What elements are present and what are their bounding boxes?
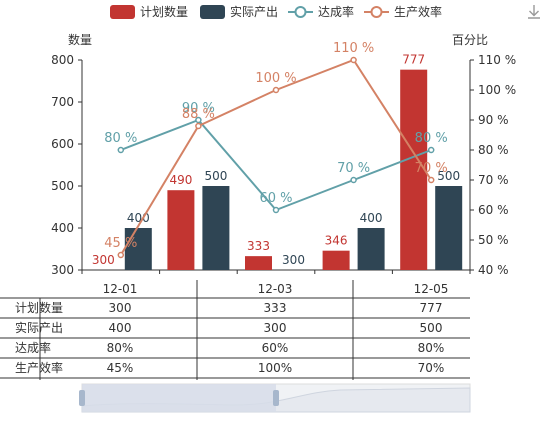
table-row-label-1: 实际产出 [15,320,63,335]
table-cell-1-2: 500 [420,321,443,335]
bar-actual-4[interactable] [435,186,463,270]
point-label-rate-0: 80 % [104,131,137,146]
table-row-label-0: 计划数量 [15,300,63,315]
point-eff-3[interactable] [350,56,357,64]
legend-label-1: 实际产出 [230,4,278,19]
legend-swatch-1[interactable] [200,5,225,19]
point-label-rate-4: 80 % [415,131,448,146]
point-rate-0[interactable] [117,146,125,154]
table-cell-3-2: 70% [418,361,445,375]
y-right-tick-label-4: 80 % [478,143,509,157]
zoom-selected-range[interactable] [82,384,276,412]
legend-label-3: 生产效率 [394,4,442,19]
bar-plan-3[interactable] [322,250,350,270]
point-rate-1[interactable] [195,116,202,124]
point-rate-2[interactable] [272,206,280,214]
bar-label-actual-1: 500 [204,169,227,183]
point-rate-4[interactable] [427,146,435,154]
table-cell-2-1: 60% [262,341,289,355]
table-cell-0-1: 333 [264,301,287,315]
point-label-eff-1: 88 % [182,107,215,122]
point-label-eff-4: 70 % [415,161,448,176]
table-row-label-3: 生产效率 [15,360,63,375]
point-rate-3[interactable] [350,176,357,184]
table-cell-2-2: 80% [418,341,445,355]
point-label-rate-3: 70 % [337,161,370,176]
bar-actual-1[interactable] [202,186,230,270]
bar-label-plan-4: 777 [402,53,425,67]
table-cell-1-1: 300 [264,321,287,335]
y-left-title: 数量 [68,32,92,47]
bar-plan-2[interactable] [245,256,272,270]
point-label-rate-1: 90 % [182,101,215,116]
download-icon[interactable] [528,5,540,19]
bar-actual-0[interactable] [124,228,152,270]
y-right-tick-label-3: 70 % [478,173,509,187]
y-right-tick-label-6: 100 % [478,83,516,97]
legend-marker-3[interactable] [370,6,383,18]
point-eff-4[interactable] [427,176,435,184]
table-cell-3-1: 100% [258,361,292,375]
table-row-label-2: 达成率 [15,340,51,355]
bar-label-plan-2: 333 [247,239,270,253]
y-right-tick-label-2: 60 % [478,203,509,217]
y-left-tick-label-2: 500 [51,179,74,193]
legend-marker-2[interactable] [294,6,307,18]
bar-plan-1[interactable] [167,190,195,270]
table-cell-0-0: 300 [109,301,132,315]
table-header-1: 12-03 [258,282,293,296]
y-right-tick-label-7: 110 % [478,53,516,67]
table-header-2: 12-05 [414,282,449,296]
table-cell-1-0: 400 [109,321,132,335]
point-label-rate-2: 60 % [259,191,292,206]
point-label-eff-2: 100 % [255,71,296,86]
y-left-tick-label-1: 400 [51,221,74,235]
point-label-eff-3: 110 % [333,41,374,56]
legend-label-2: 达成率 [318,4,354,19]
y-right-title: 百分比 [452,33,488,47]
y-left-tick-label-0: 300 [51,263,74,277]
bar-label-plan-0: 300 [92,253,115,267]
bar-label-actual-4: 500 [437,169,460,183]
legend-label-0: 计划数量 [140,4,188,19]
y-right-tick-label-5: 90 % [478,113,509,127]
y-left-tick-label-5: 800 [51,53,74,67]
point-eff-1[interactable] [195,122,202,130]
y-left-tick-label-3: 600 [51,137,74,151]
table-cell-2-0: 80% [107,341,134,355]
zoom-handle-start[interactable] [79,390,85,406]
table-cell-3-0: 45% [107,361,134,375]
table-cell-0-2: 777 [420,301,443,315]
bar-actual-3[interactable] [357,228,385,270]
bar-label-actual-2: 300 [282,253,305,267]
y-right-tick-label-0: 40 % [478,263,509,277]
point-eff-2[interactable] [272,86,280,94]
point-eff-0[interactable] [117,251,125,259]
legend-swatch-0[interactable] [110,5,135,19]
bar-label-actual-3: 400 [360,211,383,225]
bar-plan-4[interactable] [400,69,428,270]
point-label-eff-0: 45 % [104,236,137,251]
y-left-tick-label-4: 700 [51,95,74,109]
bar-label-plan-1: 490 [169,173,192,187]
table-header-0: 12-01 [103,282,138,296]
zoom-handle-end[interactable] [273,390,279,406]
bar-label-plan-3: 346 [325,234,348,248]
y-right-tick-label-1: 50 % [478,233,509,247]
download-icon-glyph [528,5,540,19]
